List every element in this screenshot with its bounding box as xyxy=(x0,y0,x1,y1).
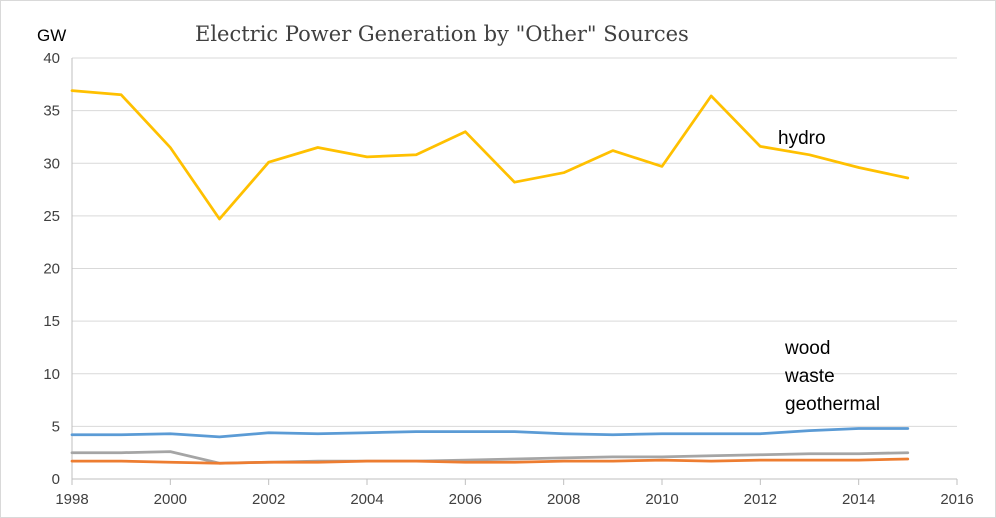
axes xyxy=(71,58,958,485)
x-tick-label-2014: 2014 xyxy=(842,491,875,508)
x-tick-label-2002: 2002 xyxy=(252,491,285,508)
gridlines xyxy=(72,57,957,427)
y-tick-label-40: 40 xyxy=(43,50,60,67)
y-tick-label-10: 10 xyxy=(43,366,60,383)
y-tick-label-0: 0 xyxy=(52,471,60,488)
series-lines xyxy=(70,89,910,465)
series-line-waste xyxy=(70,450,910,465)
series-label-wood: wood xyxy=(784,338,830,359)
x-tick-label-2000: 2000 xyxy=(154,491,187,508)
series-label-hydro: hydro xyxy=(778,128,826,149)
series-label-waste: waste xyxy=(784,366,835,387)
y-tick-label-15: 15 xyxy=(43,313,60,330)
chart-title: Electric Power Generation by "Other" Sou… xyxy=(195,22,689,46)
y-tick-label-35: 35 xyxy=(43,103,60,120)
series-line-hydro xyxy=(70,89,910,221)
x-tick-label-2004: 2004 xyxy=(350,491,383,508)
x-tick-label-2006: 2006 xyxy=(449,491,482,508)
y-tick-label-5: 5 xyxy=(52,418,60,435)
x-tick-label-2008: 2008 xyxy=(547,491,580,508)
x-tick-label-2010: 2010 xyxy=(645,491,678,508)
y-tick-label-30: 30 xyxy=(43,155,60,172)
y-tick-label-25: 25 xyxy=(43,208,60,225)
series-line-geothermal xyxy=(70,457,910,465)
y-tick-label-20: 20 xyxy=(43,261,60,278)
x-tick-label-2012: 2012 xyxy=(744,491,777,508)
series-label-geothermal: geothermal xyxy=(785,394,880,415)
x-tick-label-1998: 1998 xyxy=(55,491,88,508)
tick-labels: 0 5 10 15 20 25 30 35 40 1998 2000 2002 2004 2006 2008… xyxy=(43,50,973,508)
y-axis-label: GW xyxy=(37,26,66,45)
x-tick-label-2016: 2016 xyxy=(940,491,973,508)
series-line-wood xyxy=(70,427,910,439)
